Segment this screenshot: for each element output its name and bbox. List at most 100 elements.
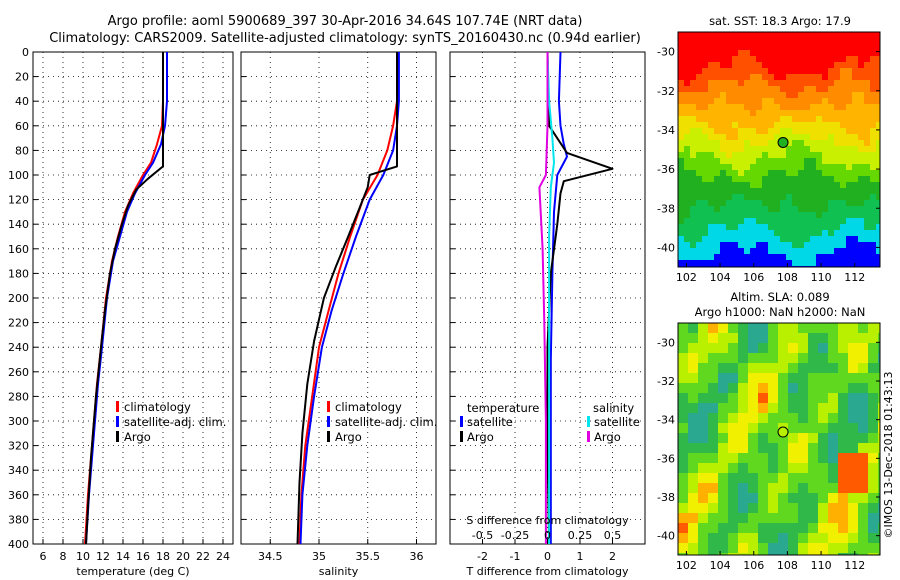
map-cell [858,170,864,176]
map-cell [708,134,714,140]
map-cell [852,56,858,62]
map-cell [720,110,726,116]
map-cell [786,98,792,104]
map-cell [864,68,870,74]
map-cell [838,473,848,483]
map-cell [792,212,798,218]
map-cell [852,224,858,230]
map-cell [786,200,792,206]
map-cell [778,543,788,553]
y-tick-label: 200 [8,292,29,305]
map-cell [768,242,774,248]
map-cell [798,212,804,218]
map-cell [702,152,708,158]
map-cell [732,164,738,170]
map-cell [810,194,816,200]
map-cell [738,188,744,194]
map-cell [738,50,744,56]
map-cell [756,38,762,44]
map-cell [780,188,786,194]
map-cell [868,513,878,523]
map-x-tick-label: 102 [676,271,697,284]
map-cell [762,122,768,128]
map-cell [738,493,748,503]
map-cell [696,158,702,164]
map-cell [718,393,728,403]
map-cell [738,443,748,453]
map-cell [702,122,708,128]
map-cell [822,182,828,188]
map-cell [762,194,768,200]
map-cell [738,164,744,170]
map-cell [858,343,868,353]
map-cell [798,164,804,170]
map-cell [690,188,696,194]
map-cell [780,146,786,152]
map-cell [728,323,738,333]
map-cell [732,140,738,146]
map-cell [774,254,780,260]
map-cell [798,523,808,533]
map-cell [792,62,798,68]
map-cell [768,443,778,453]
map-cell [810,146,816,152]
map-cell [690,146,696,152]
map-cell [714,158,720,164]
map-cell [696,32,702,38]
map-cell [690,158,696,164]
map-cell [762,218,768,224]
map-cell [816,170,822,176]
map-cell [792,176,798,182]
map-cell [698,403,708,413]
legend-swatch-climatology [327,401,330,412]
map-cell [792,92,798,98]
map-cell [846,56,852,62]
map-cell [798,134,804,140]
map-cell [718,373,728,383]
map-cell [708,110,714,116]
map-cell [780,110,786,116]
map-cell [878,323,880,333]
map-cell [768,353,778,363]
map-cell [858,443,868,453]
map-cell [848,533,858,543]
map-cell [846,242,852,248]
map-cell [774,242,780,248]
map-cell [834,260,840,266]
map-cell [876,74,880,80]
map-cell [870,260,876,266]
map-cell [748,513,758,523]
map-cell [756,62,762,68]
map-cell [798,104,804,110]
map-frame [677,322,881,556]
map-cell [750,164,756,170]
map-cell [678,158,684,164]
map-cell [768,92,774,98]
map-cell [804,140,810,146]
map-cell [798,433,808,443]
map-cell [864,230,870,236]
map-cell [778,403,788,413]
map-cell [834,242,840,248]
map-cell [738,533,748,543]
map-cell [818,463,828,473]
map-cell [720,206,726,212]
map-cell [846,134,852,140]
map-cell [822,50,828,56]
map-cell [684,122,690,128]
map-cell [696,74,702,80]
map-cell [864,110,870,116]
map-cell [870,170,876,176]
map-cell [868,503,878,513]
map-cell [702,182,708,188]
map-cell [696,152,702,158]
map-cell [858,393,868,403]
map-cell [762,44,768,50]
map-cell [792,104,798,110]
map-cell [876,260,880,266]
map-cell [804,188,810,194]
map-cell [804,116,810,122]
map-cell [810,38,816,44]
map-cell [876,50,880,56]
map-cell [696,80,702,86]
